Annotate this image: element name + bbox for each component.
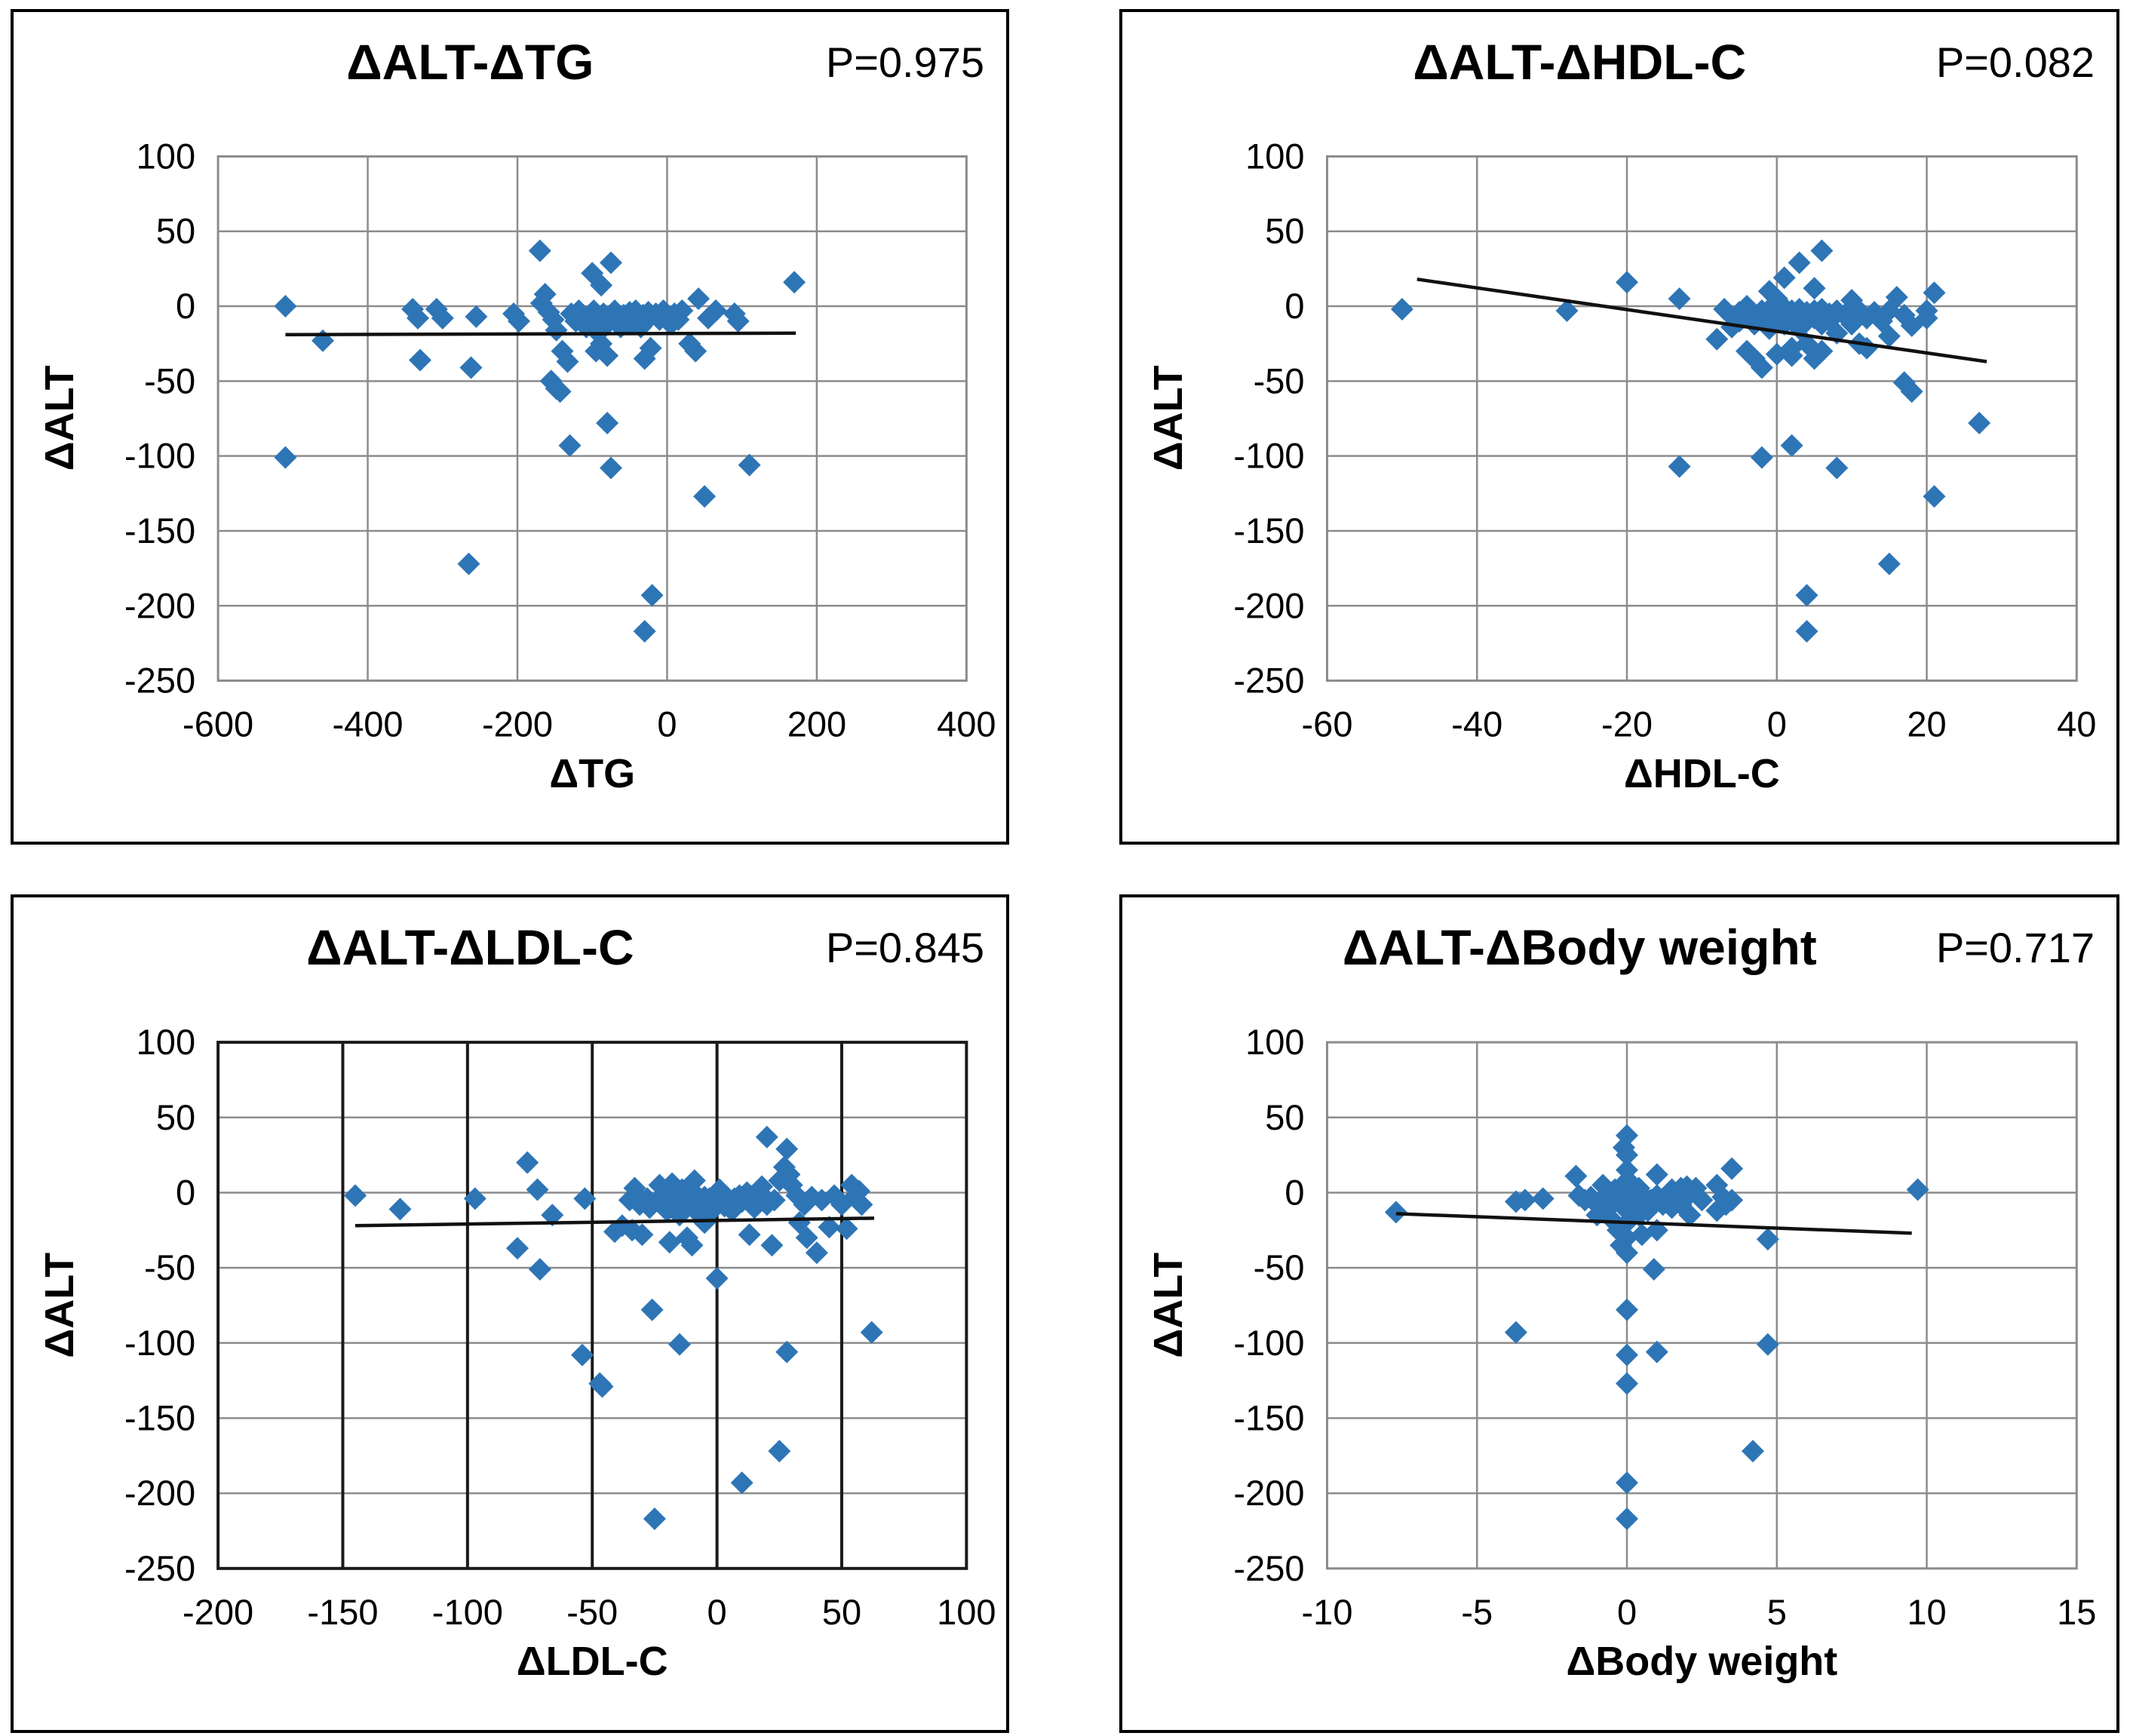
svg-text:50: 50 xyxy=(822,1592,861,1632)
svg-text:-200: -200 xyxy=(124,1473,195,1513)
svg-text:-150: -150 xyxy=(307,1592,378,1632)
svg-text:-200: -200 xyxy=(482,704,553,744)
svg-text:50: 50 xyxy=(1265,1097,1304,1137)
p-value-label: P=0.975 xyxy=(825,38,985,86)
svg-text:100: 100 xyxy=(137,136,195,176)
svg-text:0: 0 xyxy=(657,704,677,744)
svg-text:100: 100 xyxy=(1245,136,1304,176)
svg-text:0: 0 xyxy=(1617,1592,1637,1632)
chart-title: ΔALT-ΔBody weight xyxy=(1342,919,1817,975)
svg-text:-5: -5 xyxy=(1461,1592,1493,1632)
svg-text:0: 0 xyxy=(1767,704,1787,744)
svg-text:-50: -50 xyxy=(144,1247,195,1287)
svg-text:-100: -100 xyxy=(124,1323,195,1363)
svg-text:-40: -40 xyxy=(1451,704,1502,744)
svg-text:-60: -60 xyxy=(1302,704,1353,744)
svg-text:-250: -250 xyxy=(124,1548,195,1588)
svg-text:10: 10 xyxy=(1907,1592,1946,1632)
p-value-label: P=0.717 xyxy=(1935,924,2095,971)
svg-text:-150: -150 xyxy=(124,1397,195,1437)
svg-text:0: 0 xyxy=(707,1592,727,1632)
svg-text:-150: -150 xyxy=(124,511,195,551)
svg-text:-200: -200 xyxy=(1233,585,1304,625)
chart-panel-alt-tg: ΔALT-ΔTG P=0.975 ΔALT 100 50 0 -50 -100 -150-… xyxy=(11,9,1009,845)
svg-text:-100: -100 xyxy=(124,436,195,476)
svg-text:-250: -250 xyxy=(1233,1548,1304,1588)
svg-text:50: 50 xyxy=(156,1097,195,1137)
chart-title: ΔALT-ΔTG xyxy=(346,34,594,90)
chart-panel-alt-ldl: ΔALT-ΔLDL-C P=0.845 ΔALT 100 50 0 -50 -100 -1… xyxy=(11,894,1009,1733)
svg-text:40: 40 xyxy=(2057,704,2096,744)
chart-panel-alt-hdl: ΔALT-ΔHDL-C P=0.082 ΔALT 100 50 0 -50 -100 -1… xyxy=(1119,9,2119,845)
svg-text:-50: -50 xyxy=(1254,360,1305,400)
svg-text:-20: -20 xyxy=(1601,704,1653,744)
svg-text:50: 50 xyxy=(156,211,195,251)
svg-text:0: 0 xyxy=(176,286,195,326)
x-axis-label: ΔHDL-C xyxy=(1623,750,1780,796)
svg-text:-200: -200 xyxy=(124,585,195,625)
svg-text:100: 100 xyxy=(137,1022,195,1062)
x-axis-label: ΔTG xyxy=(549,750,636,796)
svg-text:15: 15 xyxy=(2057,1592,2096,1632)
chart-title: ΔALT-ΔLDL-C xyxy=(306,919,634,975)
svg-text:200: 200 xyxy=(787,704,846,744)
p-value-label: P=0.845 xyxy=(825,924,985,971)
svg-text:-600: -600 xyxy=(183,704,253,744)
svg-text:5: 5 xyxy=(1767,1592,1787,1632)
chart-title: ΔALT-ΔHDL-C xyxy=(1413,34,1747,90)
svg-text:-50: -50 xyxy=(566,1592,618,1632)
svg-text:100: 100 xyxy=(1245,1022,1304,1062)
svg-text:-400: -400 xyxy=(333,704,404,744)
svg-text:0: 0 xyxy=(176,1172,195,1212)
svg-text:-150: -150 xyxy=(1233,1397,1304,1437)
x-axis-label: ΔLDL-C xyxy=(516,1638,668,1684)
svg-text:-50: -50 xyxy=(1254,1247,1305,1287)
chart-panel-alt-bodyweight: ΔALT-ΔBody weight P=0.717 ΔALT 100 50 0 -50… xyxy=(1119,894,2119,1733)
svg-text:-200: -200 xyxy=(1233,1473,1304,1513)
svg-text:50: 50 xyxy=(1265,211,1304,251)
x-axis-label: ΔBody weight xyxy=(1566,1638,1838,1684)
svg-text:20: 20 xyxy=(1907,704,1946,744)
svg-text:-150: -150 xyxy=(1233,511,1304,551)
svg-text:-250: -250 xyxy=(124,661,195,701)
svg-text:400: 400 xyxy=(937,704,996,744)
svg-text:100: 100 xyxy=(937,1592,996,1632)
svg-text:0: 0 xyxy=(1284,286,1304,326)
svg-text:-100: -100 xyxy=(1233,436,1304,476)
svg-text:0: 0 xyxy=(1284,1172,1304,1212)
svg-text:-200: -200 xyxy=(183,1592,253,1632)
scatter-plot-alt-tg: 100 50 0 -50 -100 -150 -200 -250-600 -400 -200 0 20… xyxy=(124,136,996,744)
svg-text:-10: -10 xyxy=(1302,1592,1353,1632)
svg-text:-100: -100 xyxy=(432,1592,503,1632)
svg-text:-100: -100 xyxy=(1233,1323,1304,1363)
svg-text:-250: -250 xyxy=(1233,661,1304,701)
svg-text:-50: -50 xyxy=(144,360,195,400)
p-value-label: P=0.082 xyxy=(1935,38,2095,86)
